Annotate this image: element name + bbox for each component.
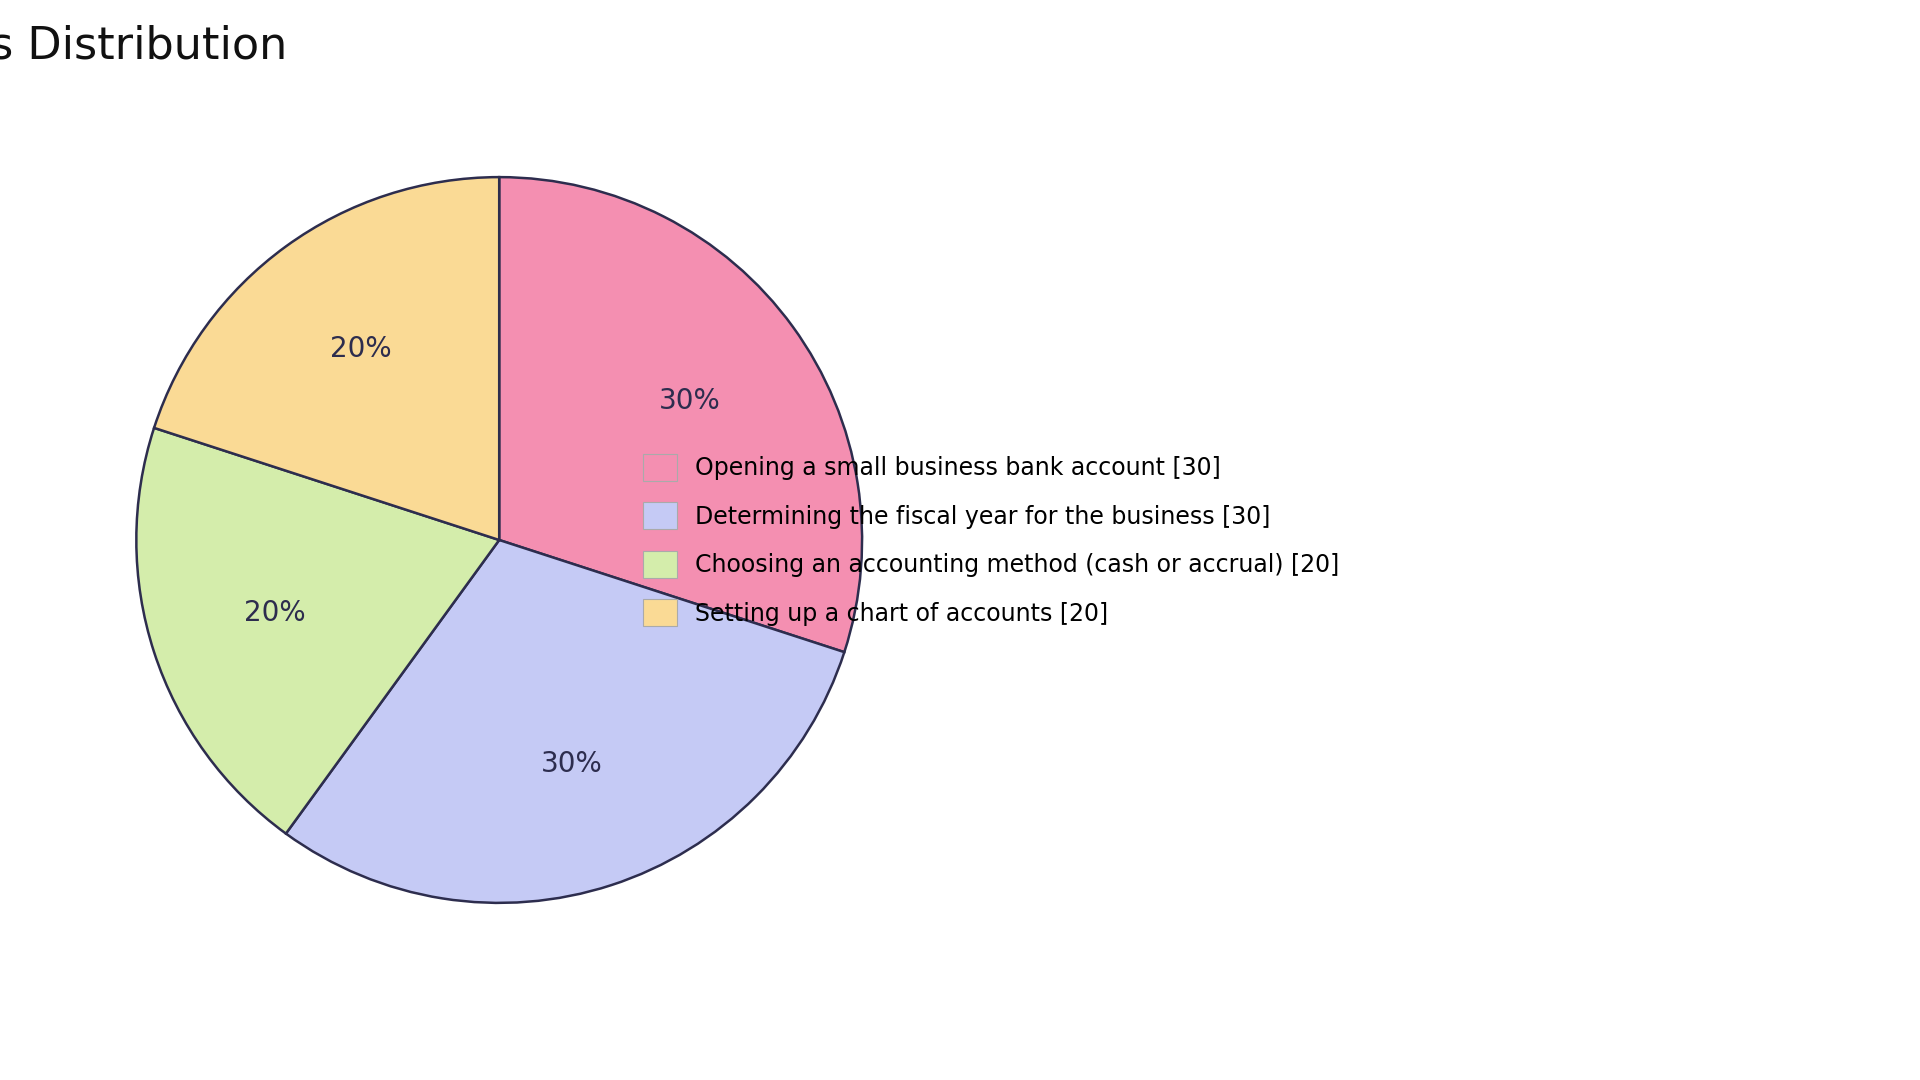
Text: 30%: 30% [541, 751, 603, 779]
Text: 30%: 30% [659, 388, 720, 416]
Legend: Opening a small business bank account [30], Determining the fiscal year for the : Opening a small business bank account [3… [620, 430, 1363, 650]
Text: Accounting Activities Distribution: Accounting Activities Distribution [0, 25, 286, 68]
Text: 20%: 20% [330, 335, 392, 363]
Wedge shape [499, 177, 862, 652]
Wedge shape [136, 428, 499, 834]
Wedge shape [154, 177, 499, 540]
Wedge shape [286, 540, 845, 903]
Text: 20%: 20% [244, 599, 305, 626]
